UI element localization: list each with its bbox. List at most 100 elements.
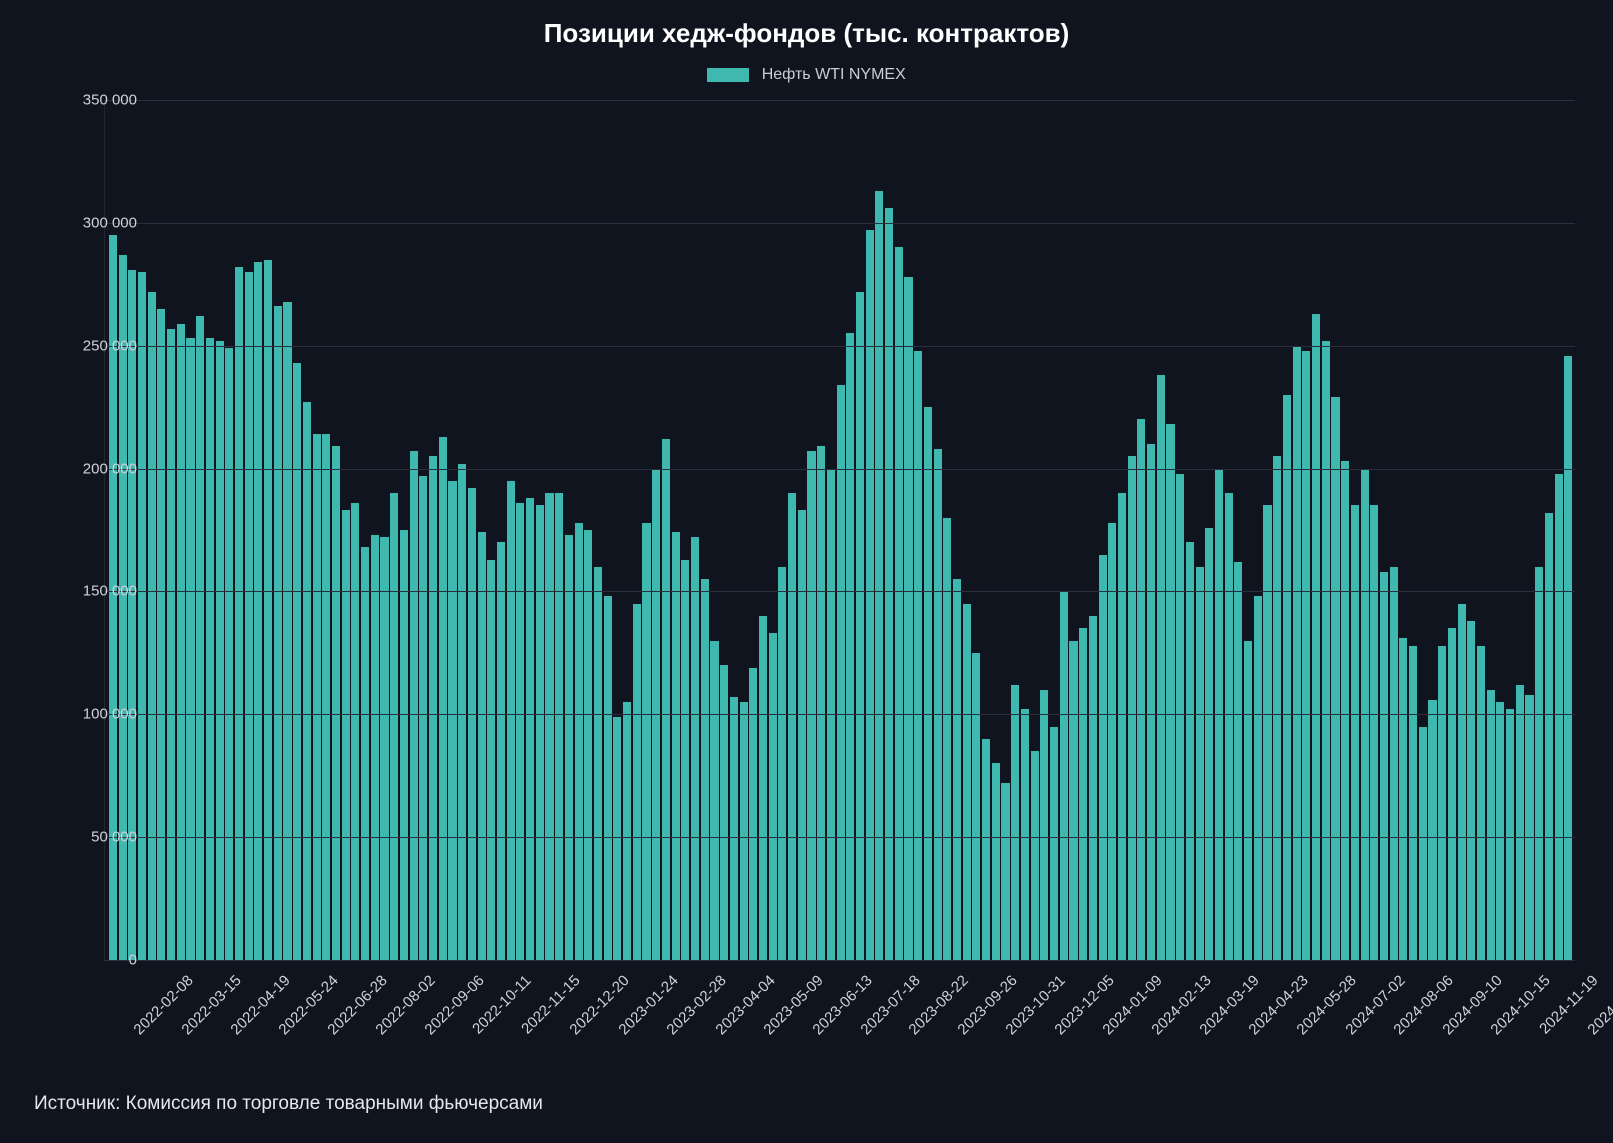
bar [817, 446, 825, 960]
bar [313, 434, 321, 960]
gridline [105, 960, 1575, 961]
bar [283, 302, 291, 961]
bar [128, 270, 136, 960]
bar [672, 532, 680, 960]
gridline [105, 346, 1575, 347]
bar [545, 493, 553, 960]
bar [1234, 562, 1242, 960]
bar [332, 446, 340, 960]
bar [1176, 474, 1184, 961]
bar [730, 697, 738, 960]
bar [351, 503, 359, 960]
bar [1564, 356, 1572, 960]
bar [953, 579, 961, 960]
bar [1011, 685, 1019, 960]
bar [1399, 638, 1407, 960]
bar [807, 451, 815, 960]
bar [138, 272, 146, 960]
bar [1186, 542, 1194, 960]
bar [1050, 727, 1058, 960]
bar [380, 537, 388, 960]
chart-container: Позиции хедж-фондов (тыс. контрактов) Не… [0, 0, 1613, 1143]
bar [1487, 690, 1495, 960]
bar [1516, 685, 1524, 960]
bar [119, 255, 127, 960]
bar [1293, 346, 1301, 960]
bar [274, 306, 282, 960]
bar [1419, 727, 1427, 960]
y-axis-tick: 200 000 [47, 460, 137, 477]
bar [642, 523, 650, 960]
bar [1380, 572, 1388, 960]
bar [390, 493, 398, 960]
bar [293, 363, 301, 960]
bar [371, 535, 379, 960]
bar [1099, 555, 1107, 960]
gridline [105, 837, 1575, 838]
bar [885, 208, 893, 960]
bar [1128, 456, 1136, 960]
bar [167, 329, 175, 960]
bar [1390, 567, 1398, 960]
bar [1535, 567, 1543, 960]
bar [1166, 424, 1174, 960]
bar [1263, 505, 1271, 960]
bar [798, 510, 806, 960]
bar [177, 324, 185, 960]
bar [1137, 419, 1145, 960]
bar [769, 633, 777, 960]
bar [924, 407, 932, 960]
bar [740, 702, 748, 960]
bar [1060, 591, 1068, 960]
bar [1196, 567, 1204, 960]
bar [681, 560, 689, 961]
bar [720, 665, 728, 960]
bar [1331, 397, 1339, 960]
bar [934, 449, 942, 960]
bar [410, 451, 418, 960]
bar [1273, 456, 1281, 960]
bar [1001, 783, 1009, 960]
bar [342, 510, 350, 960]
bar [1157, 375, 1165, 960]
bar [759, 616, 767, 960]
bar [1118, 493, 1126, 960]
bar [186, 338, 194, 960]
bar [1021, 709, 1029, 960]
bar [235, 267, 243, 960]
gridline [105, 591, 1575, 592]
bar [478, 532, 486, 960]
bar [623, 702, 631, 960]
bar [1525, 695, 1533, 960]
bar [1108, 523, 1116, 960]
bar [254, 262, 262, 960]
bar [895, 247, 903, 960]
bar [613, 717, 621, 960]
source-caption: Источник: Комиссия по торговле товарными… [34, 1093, 543, 1115]
bar [1322, 341, 1330, 960]
bar [1225, 493, 1233, 960]
bar [1428, 700, 1436, 960]
bar [245, 272, 253, 960]
bar [148, 292, 156, 960]
bar [400, 530, 408, 960]
bar [963, 604, 971, 960]
chart-title: Позиции хедж-фондов (тыс. контрактов) [0, 18, 1613, 49]
bar [982, 739, 990, 960]
bar [1079, 628, 1087, 960]
bar [1496, 702, 1504, 960]
bar [1283, 395, 1291, 960]
legend-swatch [707, 68, 749, 82]
bar [914, 351, 922, 960]
bar [1341, 461, 1349, 960]
bar [1302, 351, 1310, 960]
bar [536, 505, 544, 960]
bar [157, 309, 165, 960]
bar [1031, 751, 1039, 960]
bar [439, 437, 447, 960]
bar [225, 348, 233, 960]
bar [303, 402, 311, 960]
gridline [105, 223, 1575, 224]
bar [526, 498, 534, 960]
bar [206, 338, 214, 960]
